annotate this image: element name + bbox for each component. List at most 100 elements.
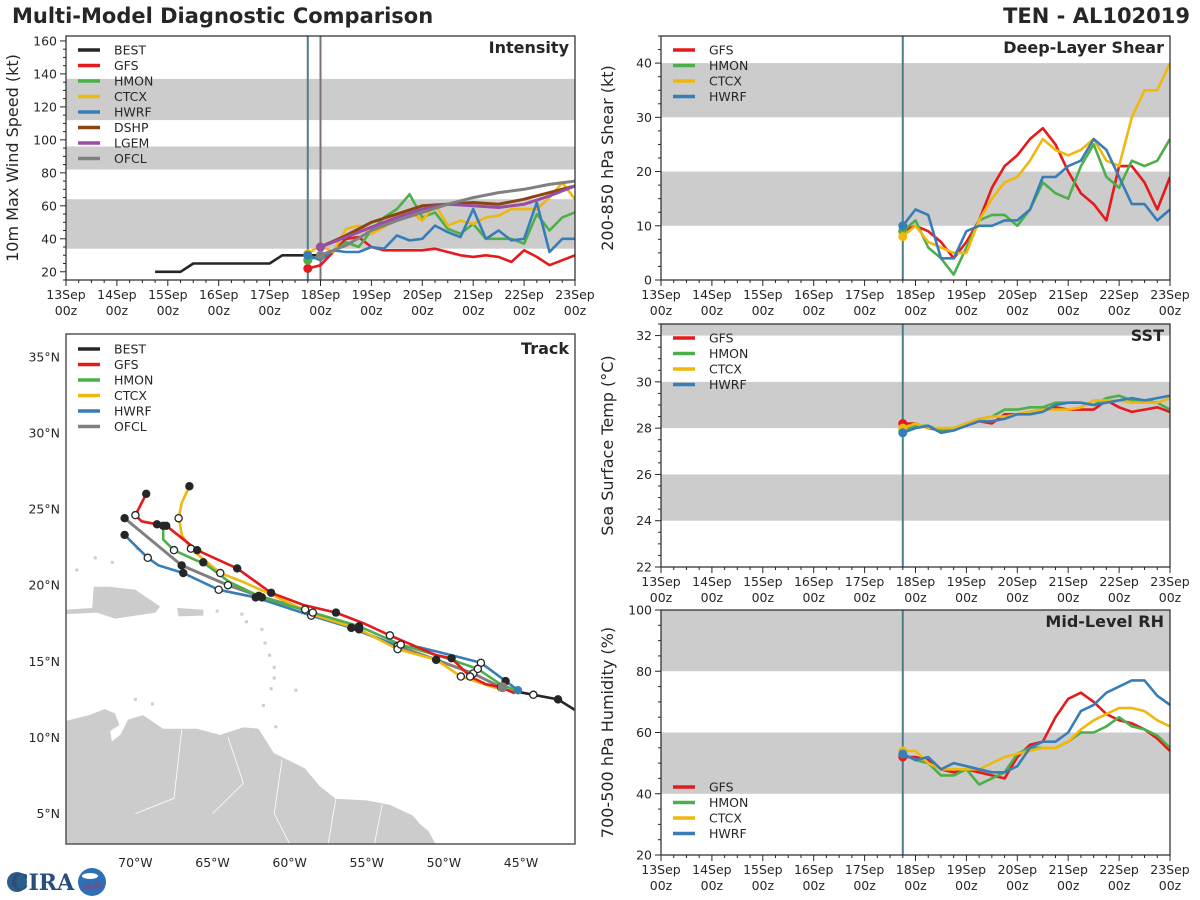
series-start-marker-ofcl xyxy=(316,250,325,260)
x-tick-label-hour: 00z xyxy=(1057,303,1080,318)
x-tick-label-hour: 00z xyxy=(1006,590,1029,605)
x-tick-label-hour: 00z xyxy=(853,878,876,893)
track-point-filled xyxy=(251,593,260,602)
panel-title: SST xyxy=(1131,326,1164,345)
shaded-band xyxy=(661,732,1170,794)
series-line-ctcx xyxy=(902,396,1170,430)
plot-frame xyxy=(65,333,576,845)
track-point-filled xyxy=(431,655,441,664)
y-axis-label: 200-850 hPa Shear (kt) xyxy=(598,65,617,251)
x-tick-label-date: 16Sep xyxy=(199,287,239,302)
x-tick-label-date: 23Sep xyxy=(1150,574,1190,589)
track-point-filled xyxy=(177,561,186,570)
track-point-filled xyxy=(347,623,356,633)
x-tick-label-hour: 00z xyxy=(752,590,775,605)
x-tick-label-hour: 00z xyxy=(1108,303,1131,318)
x-tick-label-hour: 00z xyxy=(955,590,978,605)
track-line-hmon xyxy=(161,525,516,692)
y-tick-label: 160 xyxy=(33,33,57,48)
island xyxy=(269,687,273,691)
x-tick-label-hour: 00z xyxy=(752,878,775,893)
x-tick-label-hour: 00z xyxy=(853,303,876,318)
legend-label-hmon: HMON xyxy=(709,346,748,361)
storm-title: TEN - AL102019 xyxy=(1003,4,1190,28)
series-line-hmon xyxy=(902,715,1170,786)
x-tick-label-date: 18Sep xyxy=(896,287,936,302)
legend-label-hmon: HMON xyxy=(709,795,748,810)
y-tick-label: 20 xyxy=(636,164,652,179)
series-start-marker-ctcx xyxy=(898,232,908,242)
y-tick-label: 30 xyxy=(636,110,652,125)
y-tick-label: 40 xyxy=(636,786,652,801)
x-tick-label-hour: 00z xyxy=(1057,878,1080,893)
series-line-ctcx xyxy=(307,181,575,255)
x-tick-label-hour: 00z xyxy=(258,303,281,318)
y-tick-label: 120 xyxy=(33,99,57,114)
x-tick-label-date: 15Sep xyxy=(148,287,188,302)
track-point-filled xyxy=(199,558,208,567)
x-tick-label-hour: 00z xyxy=(904,878,927,893)
y-tick-label: 80 xyxy=(636,664,652,679)
track-point-filled xyxy=(142,489,151,499)
shaded-band xyxy=(661,324,1170,336)
x-tick-label-hour: 00z xyxy=(462,303,485,318)
x-tick-label-hour: 00z xyxy=(650,878,673,893)
legend-label-gfs: GFS xyxy=(114,357,139,372)
x-tick-label-hour: 00z xyxy=(650,590,673,605)
series-line-hmon xyxy=(307,193,575,262)
legend-label-lgem: LGEM xyxy=(114,136,149,151)
x-tick-label-hour: 00z xyxy=(1006,878,1029,893)
island xyxy=(215,609,219,613)
track-point-filled xyxy=(192,545,202,555)
rammb-icon xyxy=(78,868,106,896)
x-tick-label-date: 14Sep xyxy=(692,862,732,877)
x-tick-label-hour: 00z xyxy=(904,590,927,605)
series-start-marker-hwrf xyxy=(898,749,908,759)
island xyxy=(93,556,97,560)
x-tick-label-hour: 00z xyxy=(1108,878,1131,893)
x-tick-label-date: 17Sep xyxy=(845,287,885,302)
x-tick-label-date: 14Sep xyxy=(97,287,137,302)
x-tick-label-hour: 00z xyxy=(207,303,230,318)
track-point-open xyxy=(385,631,395,640)
series-group xyxy=(155,179,575,274)
x-tick-label-date: 14Sep xyxy=(692,574,732,589)
x-tick-label-date: 22Sep xyxy=(1099,287,1139,302)
track-point-filled xyxy=(354,622,364,631)
island xyxy=(274,725,278,729)
x-tick-label-date: 23Sep xyxy=(1150,287,1190,302)
x-tick-label-date: 22Sep xyxy=(1099,862,1139,877)
panel-title: Deep-Layer Shear xyxy=(1003,38,1164,57)
shaded-band xyxy=(661,474,1170,521)
series-line-ctcx xyxy=(902,706,1170,771)
legend-label-hwrf: HWRF xyxy=(114,404,152,419)
x-tick-label-date: 20Sep xyxy=(998,862,1038,877)
x-tick-label: 65°W xyxy=(195,855,230,870)
y-axis-label: 10m Max Wind Speed (kt) xyxy=(3,54,22,262)
legend-label-best: BEST xyxy=(114,43,146,58)
x-tick-label-hour: 00z xyxy=(1159,303,1182,318)
y-tick-label: 40 xyxy=(636,56,652,71)
series-group xyxy=(898,679,1170,786)
series-start-marker-gfs xyxy=(303,263,313,273)
track-line-gfs xyxy=(134,493,516,695)
x-tick-label-hour: 00z xyxy=(802,590,825,605)
track-point-filled xyxy=(513,686,523,695)
track-point-open xyxy=(174,513,183,523)
y-tick-label: 5°N xyxy=(36,806,60,821)
track-point-open xyxy=(396,640,405,649)
track-point-filled xyxy=(257,593,267,602)
x-tick-label-hour: 00z xyxy=(802,878,825,893)
track-point-open xyxy=(473,664,483,674)
legend-label-hwrf: HWRF xyxy=(709,89,747,104)
legend-label-hmon: HMON xyxy=(709,58,748,73)
x-tick-label-date: 18Sep xyxy=(896,574,936,589)
x-tick-label-date: 16Sep xyxy=(794,574,834,589)
series-start-marker-hwrf xyxy=(898,428,908,438)
x-tick-label-date: 22Sep xyxy=(1099,574,1139,589)
x-tick-label-date: 19Sep xyxy=(947,287,987,302)
tracks-group xyxy=(120,482,575,712)
island xyxy=(268,653,272,657)
legend-label-hmon: HMON xyxy=(114,373,153,388)
legend-label-gfs: GFS xyxy=(114,58,139,73)
